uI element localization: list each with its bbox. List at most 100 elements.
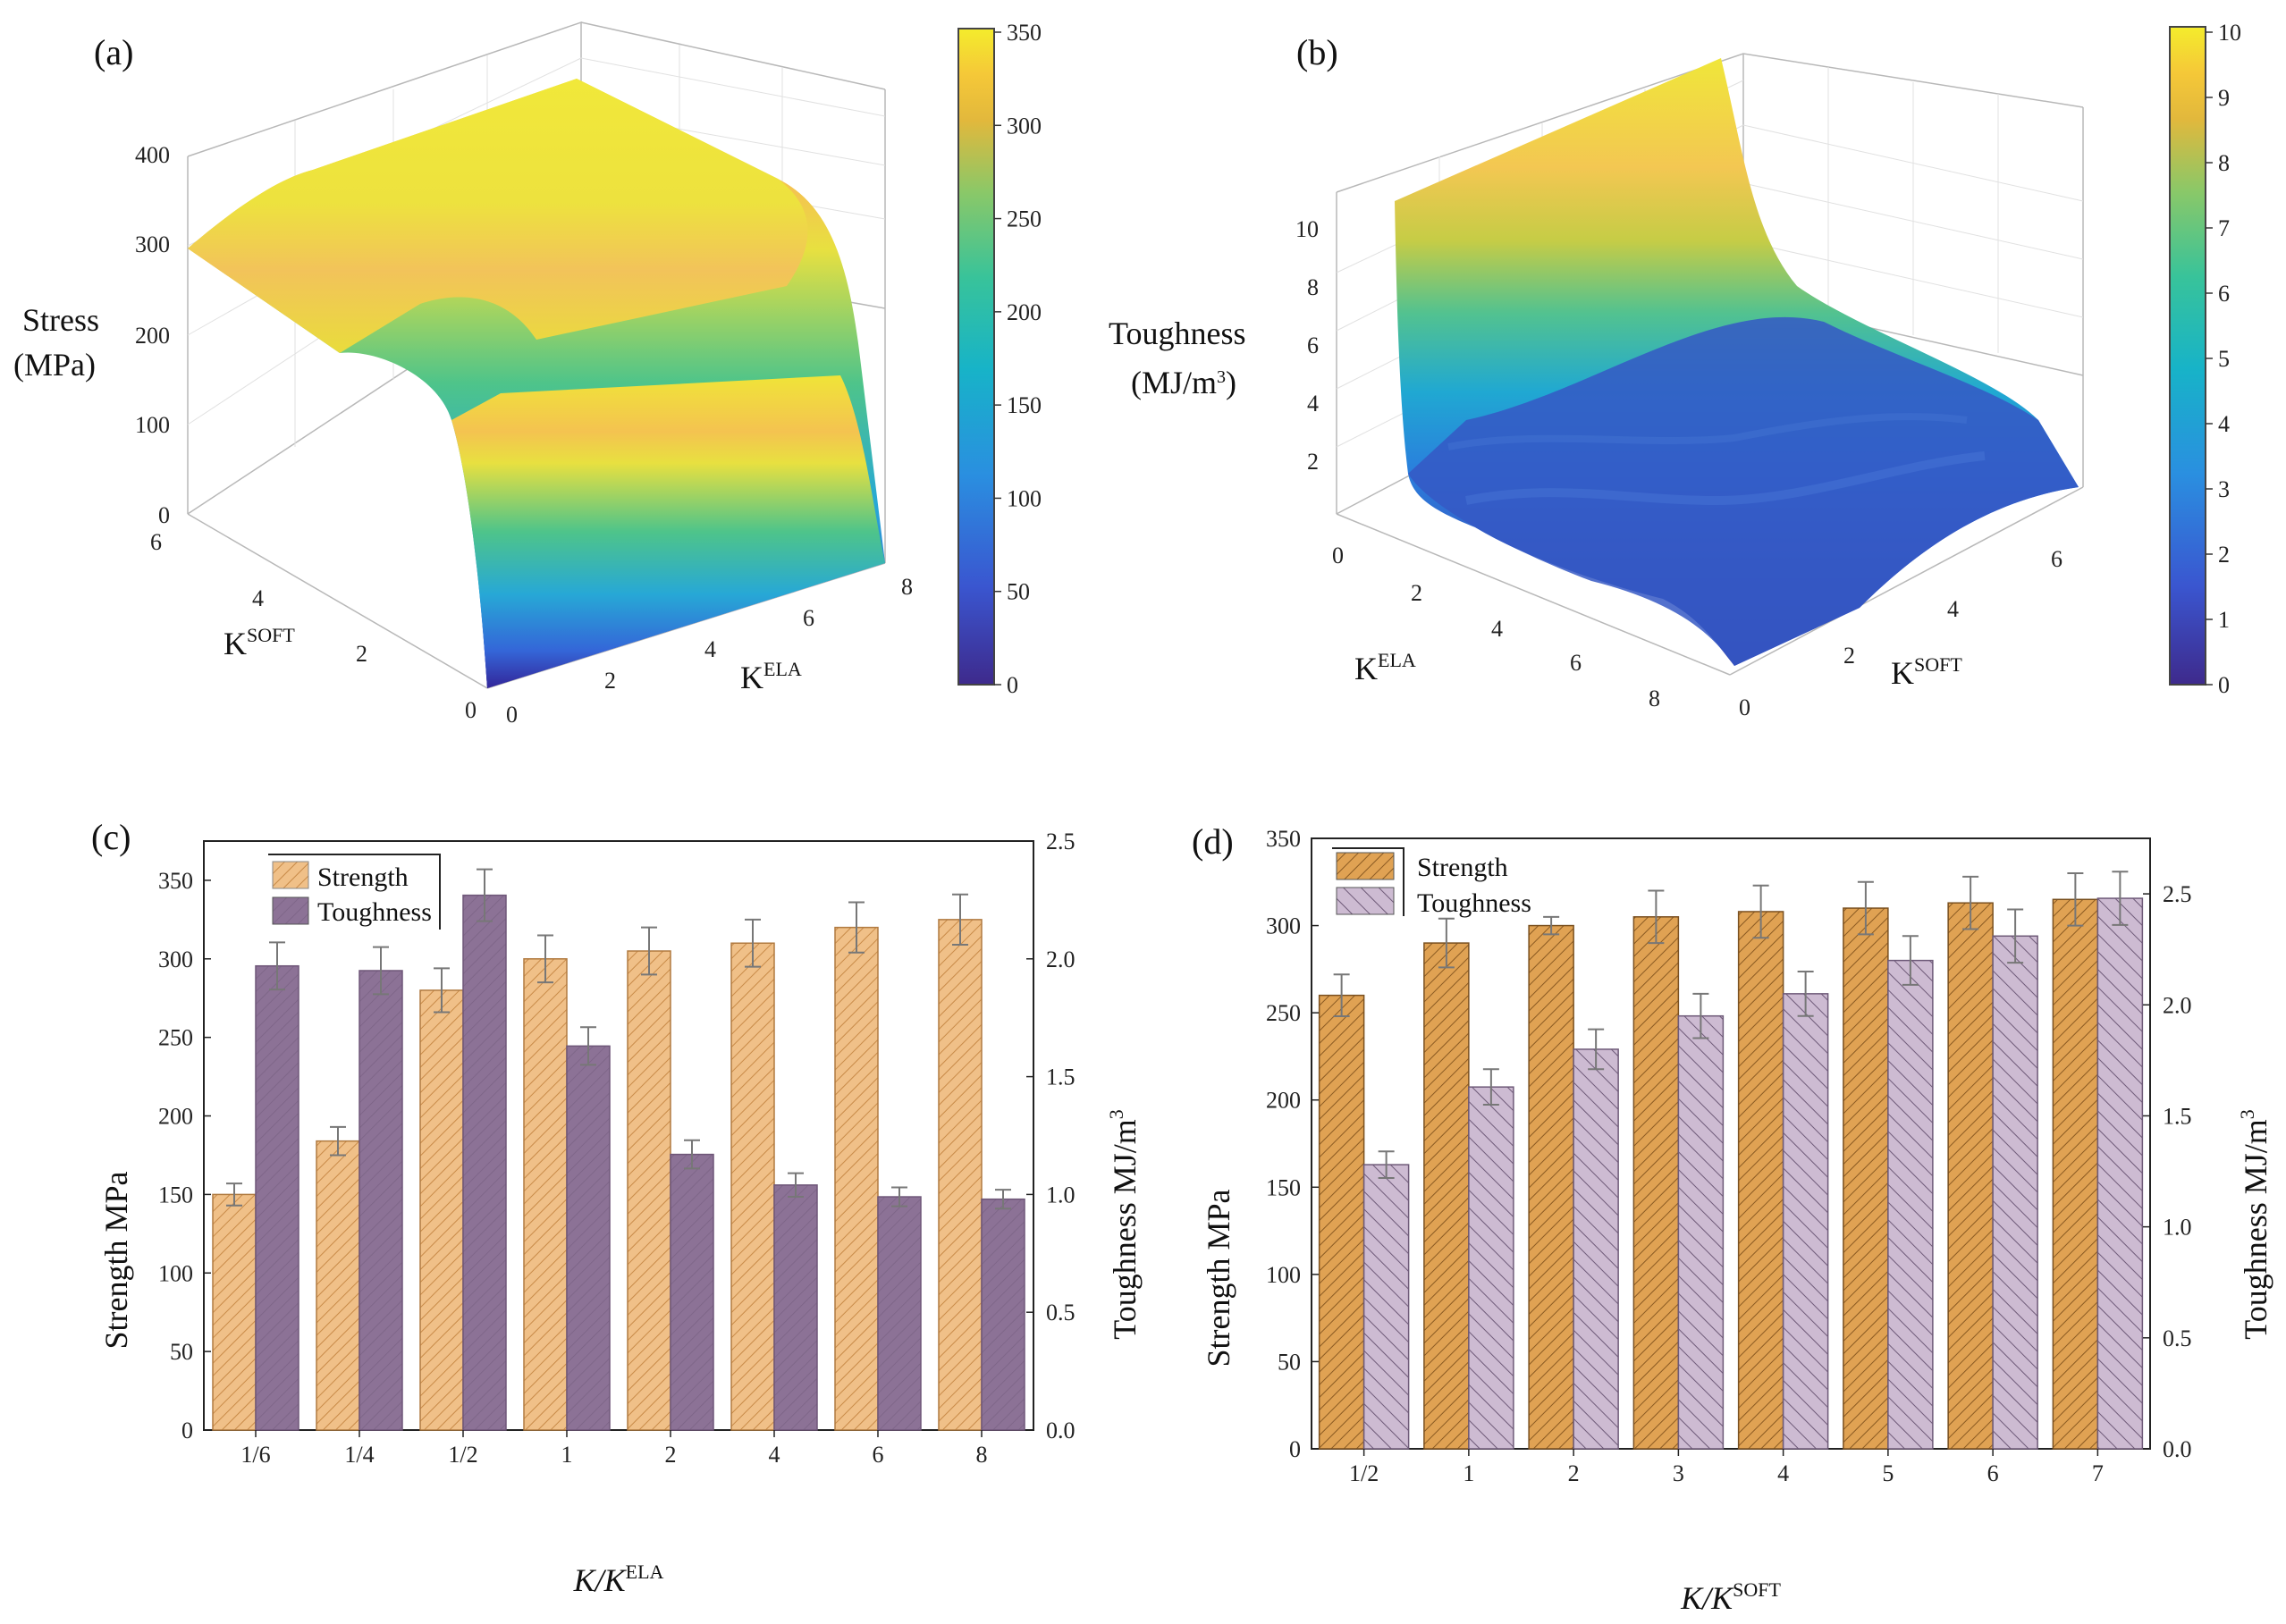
y2-tick-label: 1.0 — [1046, 1182, 1076, 1207]
colorbar-tick-label: 5 — [2218, 346, 2230, 372]
bar-toughness — [1992, 935, 2038, 1450]
panel-d-y2-label: Toughness MJ/m3 — [2236, 1109, 2273, 1340]
y-tick-label: 50 — [1278, 1349, 1301, 1375]
panel-b-z-label: Toughness — [1109, 316, 1245, 351]
y2-tick-label: 1.0 — [2163, 1215, 2192, 1241]
panel-d-plot-frame — [1311, 837, 2151, 1450]
y2-tick-label: 2.5 — [1046, 829, 1076, 854]
x-tick-label: 4 — [769, 1442, 780, 1468]
y2-tick-label: 2.0 — [1046, 947, 1076, 972]
panel-a-z-label: Stress — [22, 302, 99, 338]
x-tick-label: 1 — [561, 1442, 573, 1468]
bar-strength — [212, 1193, 257, 1431]
legend-strength-swatch — [272, 861, 309, 889]
x-tick-label: 5 — [1882, 1460, 1894, 1486]
x-tick-label: 6 — [873, 1442, 884, 1468]
panel-b-z-ticks: 2 4 6 8 10 — [1295, 216, 1319, 475]
error-bar-toughness — [788, 1172, 804, 1199]
bar-strength — [419, 989, 464, 1431]
error-bar-strength — [1543, 915, 1560, 936]
panel-b-surface — [1395, 58, 2079, 666]
y-tick: 0 — [1739, 694, 1750, 720]
colorbar-tick-label: 6 — [2218, 281, 2230, 307]
panel-a-ksoft-label: KSOFT — [224, 624, 295, 661]
error-bar-toughness — [2112, 871, 2129, 926]
bar-toughness — [462, 894, 507, 1431]
panel-d-bar-chart: (d) 1/2 1 2 3 4 5 6 7 0 50 100 150 200 250 300 350 0.0 0.… — [1192, 821, 2273, 1616]
error-bar-strength — [1857, 880, 1874, 936]
bar-strength — [523, 958, 568, 1431]
x-tick-label: 1/4 — [344, 1442, 374, 1468]
y2-tick-label: 0.5 — [1046, 1300, 1076, 1325]
bar-strength — [1737, 911, 1784, 1450]
x-tick-label: 3 — [1673, 1460, 1684, 1486]
z-tick: 2 — [1307, 449, 1319, 475]
panel-c-label: (c) — [91, 817, 131, 857]
panel-d-y-label: Strength MPa — [1201, 1189, 1236, 1367]
y2-tick-label: 0.5 — [2163, 1325, 2192, 1351]
bar-toughness — [255, 964, 299, 1431]
bar-toughness — [773, 1184, 818, 1431]
colorbar-tick-label: 50 — [1007, 579, 1030, 605]
bar-toughness — [359, 970, 403, 1431]
y-tick-label: 0 — [1289, 1436, 1301, 1462]
x-tick-label: 1/2 — [1349, 1460, 1379, 1486]
z-tick: 6 — [1307, 332, 1319, 358]
x-tick: 8 — [1649, 686, 1660, 711]
bar-strength — [1318, 994, 1365, 1450]
legend-strength-label: Strength — [1417, 853, 1508, 882]
y-tick: 2 — [1843, 643, 1855, 669]
bar-toughness — [1468, 1086, 1514, 1450]
error-bar-strength — [2067, 872, 2084, 927]
error-bar-strength — [434, 967, 450, 1014]
x-tick: 0 — [1332, 543, 1344, 568]
colorbar-tick-label: 0 — [2218, 672, 2230, 698]
bar-strength — [938, 919, 983, 1431]
y-tick-label: 250 — [1266, 1000, 1301, 1026]
y-tick-label: 200 — [158, 1104, 193, 1130]
legend-toughness-swatch — [1336, 887, 1395, 915]
y2-tick-label: 1.5 — [1046, 1064, 1076, 1090]
error-bar-toughness — [477, 868, 493, 922]
legend-toughness-swatch — [272, 896, 309, 925]
bar-strength — [1843, 907, 1889, 1450]
z-tick: 4 — [1307, 391, 1319, 417]
y-tick-label: 250 — [158, 1025, 193, 1051]
x-tick-label: 7 — [2092, 1460, 2104, 1486]
y-tick-label: 300 — [1266, 913, 1301, 939]
legend-strength-swatch — [1336, 852, 1395, 880]
panel-c-plot-frame — [203, 840, 1034, 1431]
panel-a-z-ticks: 0 100 200 300 400 — [135, 142, 170, 528]
error-bar-toughness — [2007, 908, 2024, 964]
y-tick-label: 300 — [158, 947, 193, 972]
legend-toughness-label: Toughness — [1417, 888, 1531, 918]
panel-b-label: (b) — [1296, 32, 1338, 72]
bar-toughness — [981, 1198, 1025, 1431]
x-tick: 2 — [1411, 580, 1422, 606]
panel-c-x-label: K/KELA — [573, 1561, 664, 1598]
y-tick-label: 50 — [170, 1339, 193, 1365]
error-bar-toughness — [995, 1189, 1011, 1210]
y-tick: 6 — [803, 605, 814, 631]
colorbar-tick-label: 2 — [2218, 542, 2230, 568]
y2-tick-label: 1.5 — [2163, 1103, 2192, 1129]
z-tick: 8 — [1307, 274, 1319, 300]
panel-b-colorbar: 0 1 2 3 4 5 6 7 8 9 10 — [2169, 20, 2241, 698]
error-bar-toughness — [580, 1026, 596, 1066]
colorbar-tick-label: 9 — [2218, 85, 2230, 111]
y-tick: 4 — [704, 636, 716, 662]
bar-toughness — [2096, 897, 2144, 1450]
y-tick-label: 100 — [1266, 1262, 1301, 1288]
y-tick-label: 200 — [1266, 1088, 1301, 1114]
error-bar-toughness — [1692, 992, 1709, 1039]
bar-strength — [730, 942, 775, 1431]
panel-a-surface — [188, 79, 885, 688]
z-tick: 0 — [158, 502, 170, 528]
error-bar-toughness — [1797, 971, 1814, 1017]
error-bar-toughness — [1482, 1068, 1499, 1107]
error-bar-strength — [1333, 973, 1350, 1018]
panel-b-ksoft-label: KSOFT — [1891, 653, 1962, 691]
z-tick: 10 — [1295, 216, 1319, 242]
colorbar-tick-label: 250 — [1007, 206, 1042, 232]
bar-strength — [1528, 924, 1574, 1450]
